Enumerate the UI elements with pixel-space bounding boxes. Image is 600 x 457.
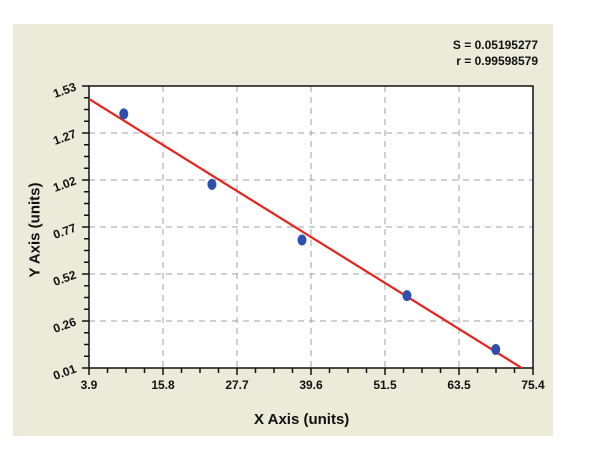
y-tick-label: 1.02 xyxy=(51,174,78,195)
stat-r: r = 0.99598579 xyxy=(456,54,538,68)
x-tick-label: 3.9 xyxy=(81,378,98,392)
x-tick-label: 39.6 xyxy=(299,378,323,392)
y-tick-label: 0.01 xyxy=(51,362,78,383)
y-tick-label: 0.26 xyxy=(51,315,78,336)
y-tick-label: 0.77 xyxy=(51,221,78,242)
x-tick-label: 51.5 xyxy=(373,378,397,392)
y-axis-title: Y Axis (units) xyxy=(26,182,44,278)
y-tick-label: 1.53 xyxy=(51,80,78,101)
x-tick-label: 75.4 xyxy=(521,378,545,392)
x-tick-label: 27.7 xyxy=(225,378,249,392)
x-tick-label: 15.8 xyxy=(151,378,175,392)
y-tick-label: 1.27 xyxy=(51,127,78,148)
stat-s: S = 0.05195277 xyxy=(452,38,538,52)
data-point[interactable] xyxy=(119,108,129,120)
data-point[interactable] xyxy=(297,234,307,246)
x-axis-title: X Axis (units) xyxy=(254,411,350,428)
x-tick-label: 63.5 xyxy=(447,378,471,392)
data-point[interactable] xyxy=(402,290,412,302)
data-point[interactable] xyxy=(207,178,217,190)
data-point[interactable] xyxy=(491,343,501,355)
y-tick-label: 0.52 xyxy=(51,268,78,289)
fit-line xyxy=(89,98,523,368)
